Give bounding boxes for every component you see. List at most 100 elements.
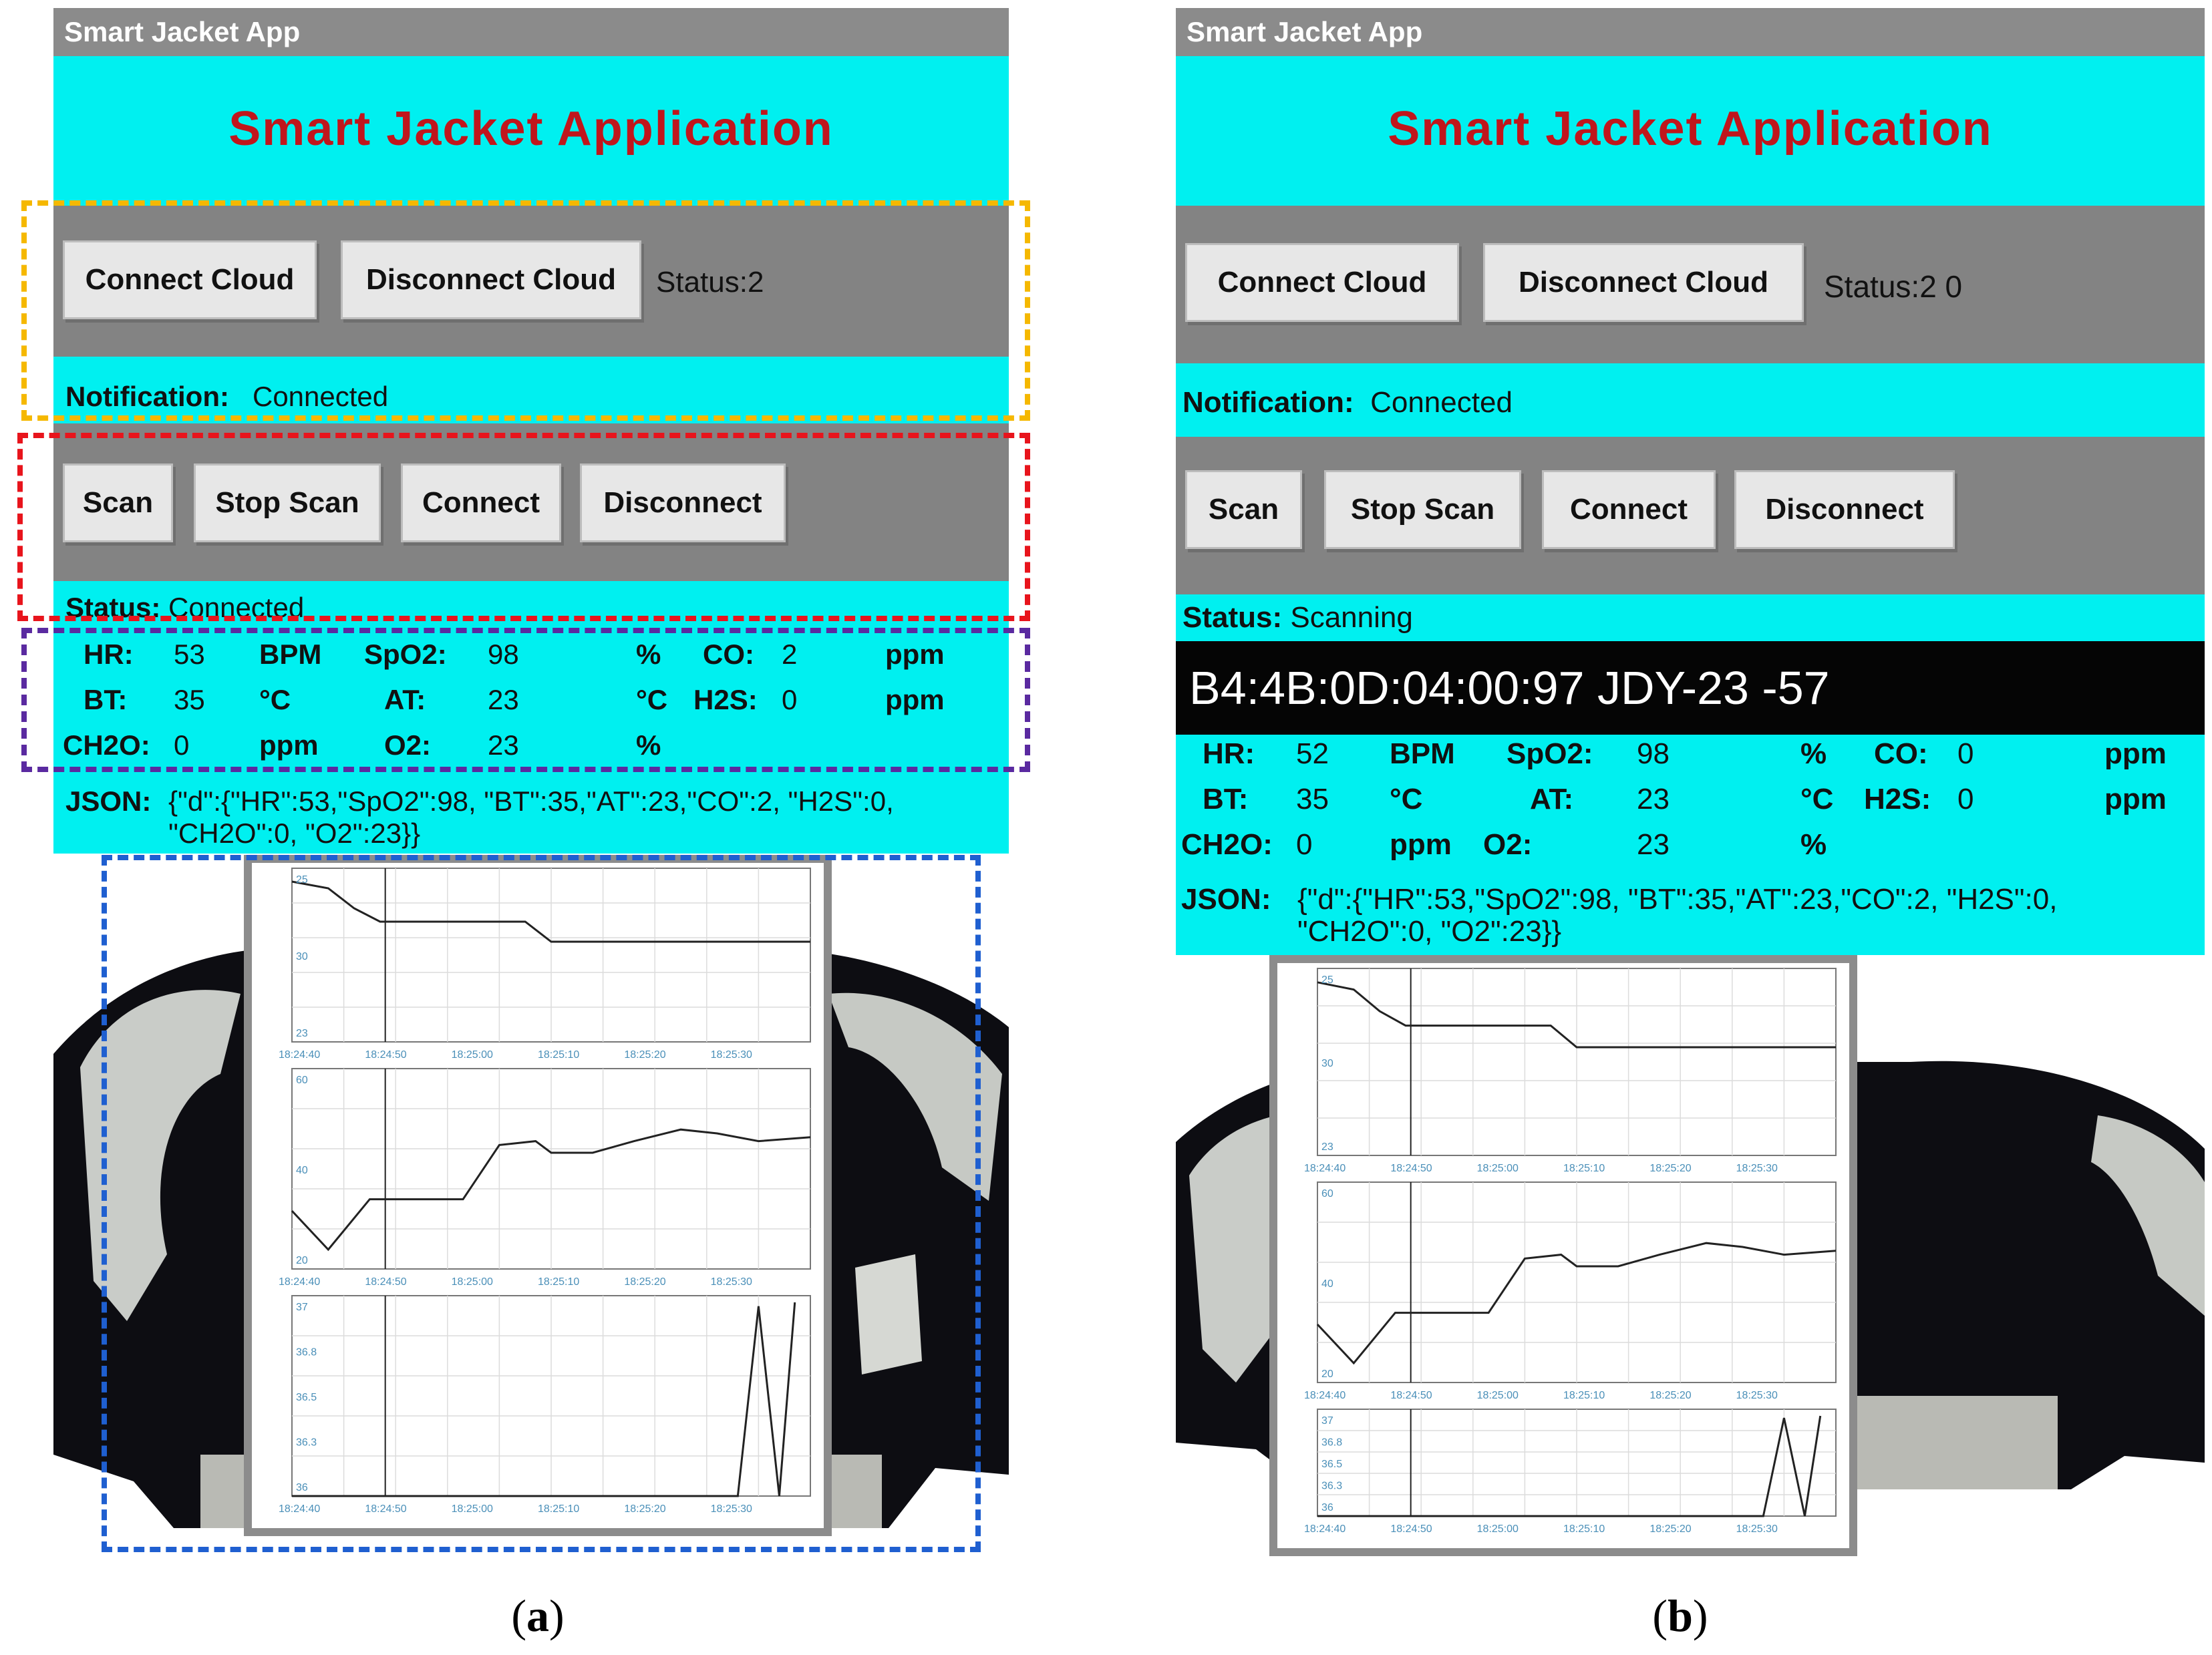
y-tick-label: 36 <box>296 1482 308 1493</box>
cloud-highlight-box <box>21 200 1030 421</box>
hr-label: HR: <box>1203 737 1255 770</box>
scan-button[interactable]: Scan <box>1185 470 1302 549</box>
notification-value: Connected <box>252 381 389 412</box>
hr-value: 53 <box>174 638 205 670</box>
x-tick-label: 18:25:10 <box>538 1276 579 1288</box>
series-line-body <box>292 1302 796 1497</box>
series-line-ambient <box>1317 981 1836 1049</box>
y-tick-label: 40 <box>296 1165 308 1176</box>
ble-status-row: Status: Scanning <box>1182 601 1413 634</box>
series-line-ambient <box>291 880 810 943</box>
ch2o-unit: ppm <box>259 729 319 761</box>
hr-label: HR: <box>84 638 134 670</box>
disconnect-button[interactable]: Disconnect <box>1734 470 1955 549</box>
spo2-unit: % <box>1800 737 1827 770</box>
x-tick-label: 18:24:50 <box>365 1276 406 1288</box>
series-line-heart <box>291 1128 811 1252</box>
bt-unit: °C <box>1390 783 1423 815</box>
co-value: 2 <box>782 638 798 670</box>
x-tick-label: 18:24:40 <box>279 1503 320 1515</box>
connect-cloud-button[interactable]: Connect Cloud <box>1185 243 1459 322</box>
hr-value: 52 <box>1296 737 1329 770</box>
caption-a-open: ( <box>511 1590 526 1641</box>
disconnect-button[interactable]: Disconnect <box>580 464 786 542</box>
bt-unit: °C <box>259 684 291 715</box>
disconnect-cloud-button[interactable]: Disconnect Cloud <box>341 240 641 319</box>
at-unit: °C <box>636 684 668 715</box>
y-tick-label: 30 <box>296 951 308 962</box>
device-line: B4:4B:0D:04:00:97 JDY-23 -57 <box>1189 662 1830 714</box>
scan-result-bar[interactable]: B4:4B:0D:04:00:97 JDY-23 -57 <box>1176 641 2205 735</box>
o2-unit: % <box>1800 828 1827 861</box>
hr-unit: BPM <box>1390 737 1455 770</box>
readings-highlight-box <box>21 628 1030 772</box>
x-tick-label: 18:24:40 <box>279 1276 320 1288</box>
caption-a: (a) <box>471 1590 605 1642</box>
stop-scan-button[interactable]: Stop Scan <box>1324 470 1521 549</box>
y-tick-label: 36.3 <box>296 1437 317 1449</box>
cloud-status-text: Status:2 <box>656 266 764 299</box>
y-tick-label: 30 <box>1321 1058 1333 1069</box>
h2s-label: H2S: <box>693 684 758 715</box>
y-tick-label: 37 <box>1321 1415 1333 1427</box>
bt-value: 35 <box>1296 783 1329 815</box>
caption-b-letter: b <box>1668 1590 1693 1641</box>
app-titlebar: Smart Jacket App <box>1176 8 2205 56</box>
o2-unit: % <box>636 729 661 761</box>
o2-label: O2: <box>1483 828 1533 861</box>
x-tick-label: 18:25:20 <box>1649 1163 1691 1174</box>
subplot-ambient: 25 30 23 18:24:40 18:24:50 18:25:00 18:25:10 18… <box>1304 968 1837 1174</box>
at-unit: °C <box>1800 783 1834 815</box>
chart-highlight-box <box>102 855 981 1552</box>
x-tick-label: 18:24:40 <box>1304 1163 1346 1174</box>
sensor-chart-b: 25 30 23 18:24:40 18:24:50 18:25:00 18:25:10 18… <box>1269 955 1857 1556</box>
y-tick-label: 23 <box>1321 1141 1333 1153</box>
caption-b-close: ) <box>1692 1590 1708 1641</box>
co-value: 0 <box>1957 737 1974 770</box>
scan-button[interactable]: Scan <box>63 464 173 542</box>
at-value: 23 <box>1637 783 1670 815</box>
connect-button[interactable]: Connect <box>401 464 561 542</box>
y-tick-label: 25 <box>1321 974 1333 986</box>
subplot-heart: 60 40 20 18:24:40 18:24:50 18:25:00 18:25:10 18… <box>1304 1181 1837 1401</box>
x-tick-label: 18:24:50 <box>1390 1163 1432 1174</box>
ble-status-label: Status: <box>1182 601 1283 634</box>
caption-a-letter: a <box>526 1590 549 1641</box>
spo2-value: 98 <box>1637 737 1670 770</box>
spo2-value: 98 <box>488 638 519 670</box>
stop-scan-button[interactable]: Stop Scan <box>194 464 381 542</box>
data-band <box>53 581 1009 854</box>
ch2o-value: 0 <box>1296 828 1313 861</box>
ch2o-label: CH2O: <box>63 729 150 761</box>
co-unit: ppm <box>2104 737 2167 770</box>
y-tick-label: 20 <box>296 1255 308 1266</box>
x-tick-label: 18:25:10 <box>538 1503 579 1515</box>
x-tick-label: 18:25:30 <box>1736 1163 1778 1174</box>
connect-button[interactable]: Connect <box>1542 470 1716 549</box>
caption-a-close: ) <box>549 1590 565 1641</box>
spo2-label: SpO2: <box>364 638 447 670</box>
notification-row: Notification: Connected <box>65 381 388 413</box>
disconnect-cloud-button[interactable]: Disconnect Cloud <box>1483 243 1804 322</box>
ble-status-value: Scanning <box>1290 601 1413 634</box>
y-tick-label: 25 <box>296 874 308 886</box>
notification-band <box>53 357 1009 423</box>
x-tick-label: 18:25:30 <box>711 1276 752 1288</box>
x-tick-label: 18:25:10 <box>1563 1163 1605 1174</box>
connect-cloud-button[interactable]: Connect Cloud <box>63 240 317 319</box>
at-label: AT: <box>1530 783 1574 815</box>
y-tick-label: 40 <box>1321 1278 1333 1290</box>
x-tick-label: 18:24:50 <box>365 1049 406 1061</box>
series-line-body <box>1317 1415 1822 1517</box>
ch2o-value: 0 <box>174 729 190 761</box>
x-tick-label: 18:24:40 <box>1304 1390 1346 1401</box>
json-line-1: {"d":{"HR":53,"SpO2":98, "BT":35,"AT":23… <box>1297 883 2058 916</box>
y-tick-label: 36.3 <box>1321 1481 1342 1492</box>
bt-value: 35 <box>174 684 205 715</box>
x-tick-label: 18:25:10 <box>1563 1523 1605 1535</box>
cloud-status-text: Status:2 0 <box>1824 269 1963 304</box>
x-tick-label: 18:24:50 <box>1390 1523 1432 1535</box>
caption-b-open: ( <box>1652 1590 1668 1641</box>
spo2-label: SpO2: <box>1507 737 1593 770</box>
x-tick-label: 18:25:30 <box>711 1049 752 1061</box>
